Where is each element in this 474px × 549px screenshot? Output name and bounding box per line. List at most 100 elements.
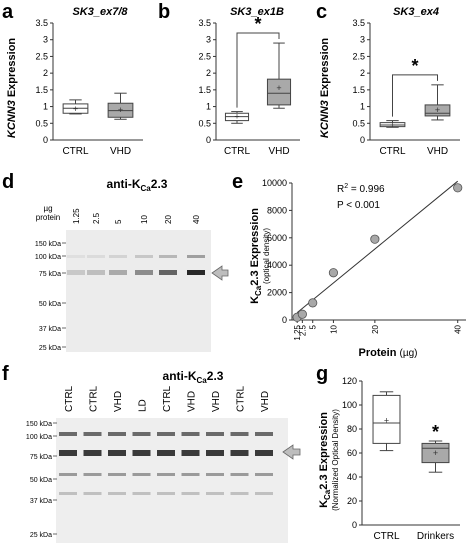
protein-band-75 xyxy=(230,450,249,456)
panel-a-ylabel: KCNN3 Expression xyxy=(6,38,18,139)
panel-letter-b: b xyxy=(158,1,170,23)
protein-band xyxy=(159,270,177,275)
marker-label: 75 kDa xyxy=(30,454,52,461)
data-point xyxy=(370,234,380,244)
protein-band-37 xyxy=(83,492,102,495)
significance-star: * xyxy=(432,422,439,442)
panel-g-ylabel: KCa2.3 Expression xyxy=(318,412,332,508)
y-tick-label: 1 xyxy=(360,102,365,112)
protein-band-50 xyxy=(108,473,126,476)
protein-band-37 xyxy=(157,492,175,495)
y-tick-label: 3.5 xyxy=(198,18,211,28)
marker-label: 37 kDa xyxy=(39,326,61,333)
panel-e-pvalue: P < 0.001 xyxy=(337,200,380,211)
category-label: VHD xyxy=(427,146,448,157)
marker-label: 50 kDa xyxy=(30,477,52,484)
panel-f-blot xyxy=(56,418,288,543)
protein-band-37 xyxy=(59,492,77,495)
panel-d-header-protein: protein xyxy=(36,213,60,222)
protein-band xyxy=(67,270,85,275)
protein-band-100 xyxy=(157,432,175,436)
mean-marker: + xyxy=(433,448,438,458)
lane-label: CTRL xyxy=(64,385,75,412)
protein-band-50 xyxy=(59,473,77,476)
panel-d-band-arrow-icon xyxy=(211,265,229,281)
category-label: Drinkers xyxy=(417,531,454,542)
panel-f-markers: 150 kDa 100 kDa 75 kDa 50 kDa 37 kDa 25 kDa xyxy=(26,421,57,539)
protein-band-50 xyxy=(181,473,200,476)
y-tick-label: 2 xyxy=(43,68,48,78)
panel-letter-c: c xyxy=(316,1,327,23)
mean-marker: + xyxy=(118,105,123,115)
y-tick-label: 0 xyxy=(360,135,365,145)
protein-band-75 xyxy=(59,450,77,456)
significance-star: * xyxy=(411,56,418,76)
marker-label: 100 kDa xyxy=(35,254,61,261)
protein-band-37 xyxy=(230,492,249,495)
protein-band-faint xyxy=(187,255,205,258)
y-tick-label: 2000 xyxy=(267,288,287,298)
mean-marker: + xyxy=(73,104,78,114)
lane-label: VHD xyxy=(260,391,271,412)
marker-label: 25 kDa xyxy=(30,532,52,539)
protein-band-100 xyxy=(181,432,200,436)
y-tick-label: 60 xyxy=(347,448,357,458)
y-tick-label: 40 xyxy=(347,472,357,482)
protein-band-faint xyxy=(87,255,105,258)
marker-label: 150 kDa xyxy=(35,241,61,248)
panel-f-lane-labels: CTRL CTRL VHD LD CTRL VHD VHD CTRL VHD xyxy=(64,385,271,412)
y-tick-label: 10000 xyxy=(262,178,287,188)
protein-band-100 xyxy=(59,432,77,436)
data-point xyxy=(453,183,463,193)
protein-band-75 xyxy=(132,450,151,456)
category-label: VHD xyxy=(268,146,289,157)
data-point xyxy=(297,309,307,319)
protein-band-75 xyxy=(83,450,102,456)
y-tick-label: 3.5 xyxy=(35,18,48,28)
panel-b-boxplot: 0 0.5 1 1.5 2 2.5 3 3.5 + CTRL + VHD * xyxy=(198,14,300,157)
lane-label: CTRL xyxy=(236,385,247,412)
panel-g-ylabel-sub: (Normalized Optical Density) xyxy=(331,409,340,511)
lane-label: VHD xyxy=(113,391,124,412)
protein-band-100 xyxy=(255,432,273,436)
protein-band-37 xyxy=(181,492,200,495)
marker-label: 100 kDa xyxy=(26,434,52,441)
panel-d-lane-labels: 1.25 2.5 5 10 20 40 xyxy=(72,208,201,224)
mean-marker: + xyxy=(276,83,281,93)
y-tick-label: 2.5 xyxy=(35,51,48,61)
protein-band xyxy=(187,270,205,275)
y-tick-label: 20 xyxy=(347,496,357,506)
y-tick-label: 1.5 xyxy=(198,85,211,95)
y-tick-label: 2 xyxy=(206,68,211,78)
x-tick-label: 5 xyxy=(309,324,318,329)
lane-label: 2.5 xyxy=(92,212,101,224)
x-tick-label: 20 xyxy=(371,324,380,333)
protein-band-50 xyxy=(83,473,102,476)
y-tick-label: 1 xyxy=(206,102,211,112)
protein-band xyxy=(109,270,127,275)
marker-label: 75 kDa xyxy=(39,271,61,278)
y-tick-label: 0.5 xyxy=(198,118,211,128)
box xyxy=(266,78,292,106)
protein-band-75 xyxy=(157,450,175,456)
panel-b-title: SK3_ex1B xyxy=(230,6,284,18)
protein-band-50 xyxy=(157,473,175,476)
panel-e-ylabel-sub: (optical density) xyxy=(262,228,271,284)
y-tick-label: 100 xyxy=(342,400,357,410)
panel-e-r2: R2 = 0.996 xyxy=(337,183,385,195)
protein-band-37 xyxy=(132,492,151,495)
box xyxy=(372,394,401,444)
category-label: CTRL xyxy=(62,146,89,157)
y-tick-label: 0.5 xyxy=(35,118,48,128)
y-tick-label: 0 xyxy=(352,520,357,530)
panel-d-title: anti-KCa2.3 xyxy=(107,177,168,193)
protein-band xyxy=(135,270,153,275)
lane-label: CTRL xyxy=(162,385,173,412)
protein-band-100 xyxy=(108,432,126,436)
panel-c-boxplot: 0 0.5 1 1.5 2 2.5 3 3.5 + CTRL + VHD * xyxy=(352,18,460,157)
lane-label: VHD xyxy=(211,391,222,412)
protein-band-faint xyxy=(67,255,85,258)
box xyxy=(424,104,451,117)
y-tick-label: 4000 xyxy=(267,260,287,270)
